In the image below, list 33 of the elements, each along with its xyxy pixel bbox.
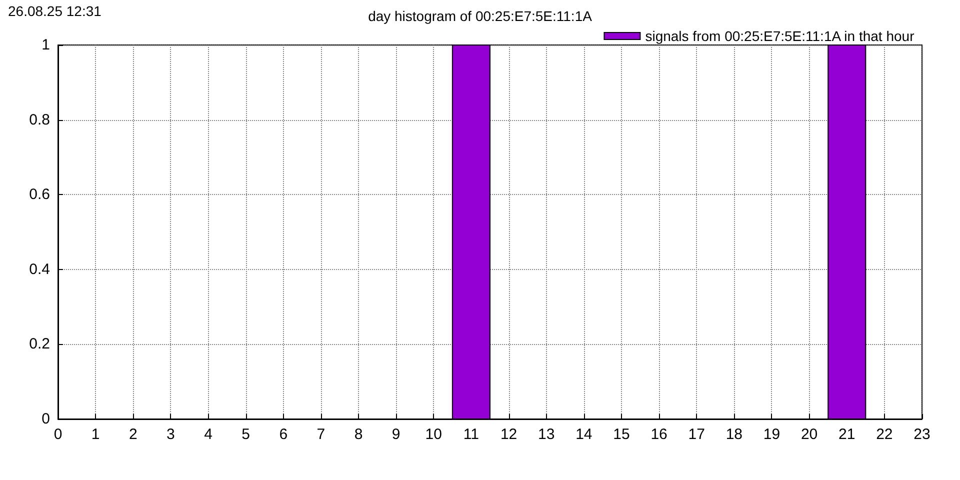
x-tick-label: 20: [800, 426, 818, 443]
x-tick-label: 23: [914, 426, 930, 443]
x-tick-label: 19: [763, 426, 780, 443]
x-tick-label: 7: [316, 426, 326, 443]
x-tick-label: 10: [425, 426, 442, 443]
x-tick-label: 1: [91, 426, 100, 443]
y-tick-label: 0.6: [29, 186, 50, 204]
y-tick-label: 0: [42, 410, 50, 428]
x-tick-label: 16: [650, 426, 668, 443]
x-tick-label: 6: [279, 426, 288, 443]
y-tick-label: 1: [42, 36, 50, 54]
y-tick-label: 0.2: [29, 336, 50, 353]
x-tick-label: 8: [354, 426, 363, 443]
y-tick-label: 0.4: [29, 260, 50, 278]
x-tick-label: 3: [166, 426, 175, 443]
y-tick-label: 0.8: [29, 111, 50, 128]
x-tick-label: 0: [54, 426, 62, 443]
x-tick-label: 4: [204, 426, 212, 443]
x-tick-label: 14: [576, 426, 592, 443]
x-tick-label: 21: [838, 426, 856, 443]
x-tick-label: 18: [726, 426, 743, 443]
x-tick-label: 5: [242, 426, 250, 443]
legend-label: signals from 00:25:E7:5E:11:1A in that hour: [645, 28, 915, 44]
x-tick-label: 12: [500, 426, 518, 443]
x-tick-label: 22: [876, 426, 893, 443]
x-tick-label: 11: [463, 426, 480, 443]
text: 26.08.25 12:31: [8, 3, 102, 19]
x-tick-label: 2: [128, 426, 138, 443]
chart-title: day histogram of 00:25:E7:5E:11:1A: [368, 8, 593, 24]
x-tick-label: 9: [392, 426, 400, 443]
x-tick-label: 17: [688, 426, 705, 443]
x-tick-label: 13: [538, 426, 555, 443]
x-tick-label: 15: [613, 426, 630, 443]
